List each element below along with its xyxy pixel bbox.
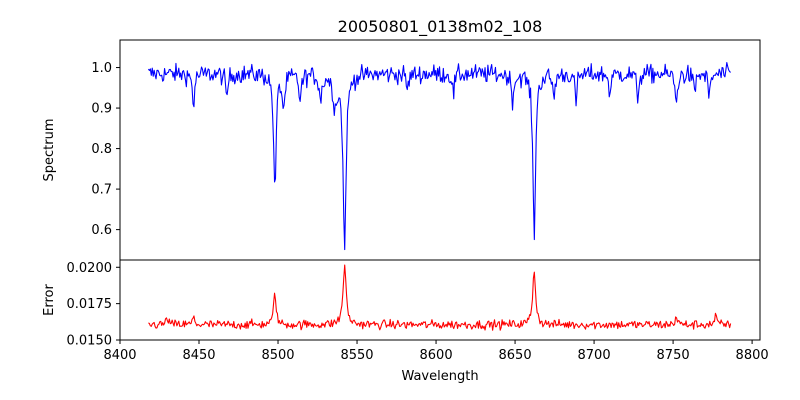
x-tick-label: 8800 <box>736 348 769 363</box>
y-tick-label: 0.6 <box>91 223 112 238</box>
spectrum-line <box>147 62 731 251</box>
y-tick-label: 0.9 <box>91 102 112 117</box>
x-axis-label: Wavelength <box>401 369 478 384</box>
x-tick-label: 8650 <box>499 348 532 363</box>
x-tick-label: 8400 <box>103 348 136 363</box>
y-axis-label: Spectrum <box>42 119 57 182</box>
panel-2: 0.0150 0.0175 0.0200 Error 8400 8450 8500 8550 8… <box>42 259 769 363</box>
chart-title: 20050801_0138m02_108 <box>338 17 543 37</box>
x-tick-label: 8550 <box>340 348 373 363</box>
chart-panels: 0.6 0.7 0.8 0.9 1.0 Spectrum 0.0150 0.0175 0.020… <box>42 39 769 363</box>
axes-frame <box>119 259 761 341</box>
y-tick-label: 1.0 <box>91 61 112 76</box>
y-tick-label: 0.0175 <box>67 297 113 312</box>
x-tick-label: 8600 <box>420 348 453 363</box>
y-tick-label: 0.0200 <box>67 261 113 276</box>
x-tick-label: 8700 <box>578 348 611 363</box>
y-tick-label: 0.0150 <box>67 334 113 349</box>
y-tick-label: 0.7 <box>91 183 112 198</box>
y-tick-label: 0.8 <box>91 142 112 157</box>
x-tick-label: 8500 <box>261 348 294 363</box>
y-axis-label: Error <box>42 284 57 316</box>
x-tick-label: 8750 <box>657 348 690 363</box>
x-tick-label: 8450 <box>182 348 215 363</box>
error-line <box>148 264 732 331</box>
